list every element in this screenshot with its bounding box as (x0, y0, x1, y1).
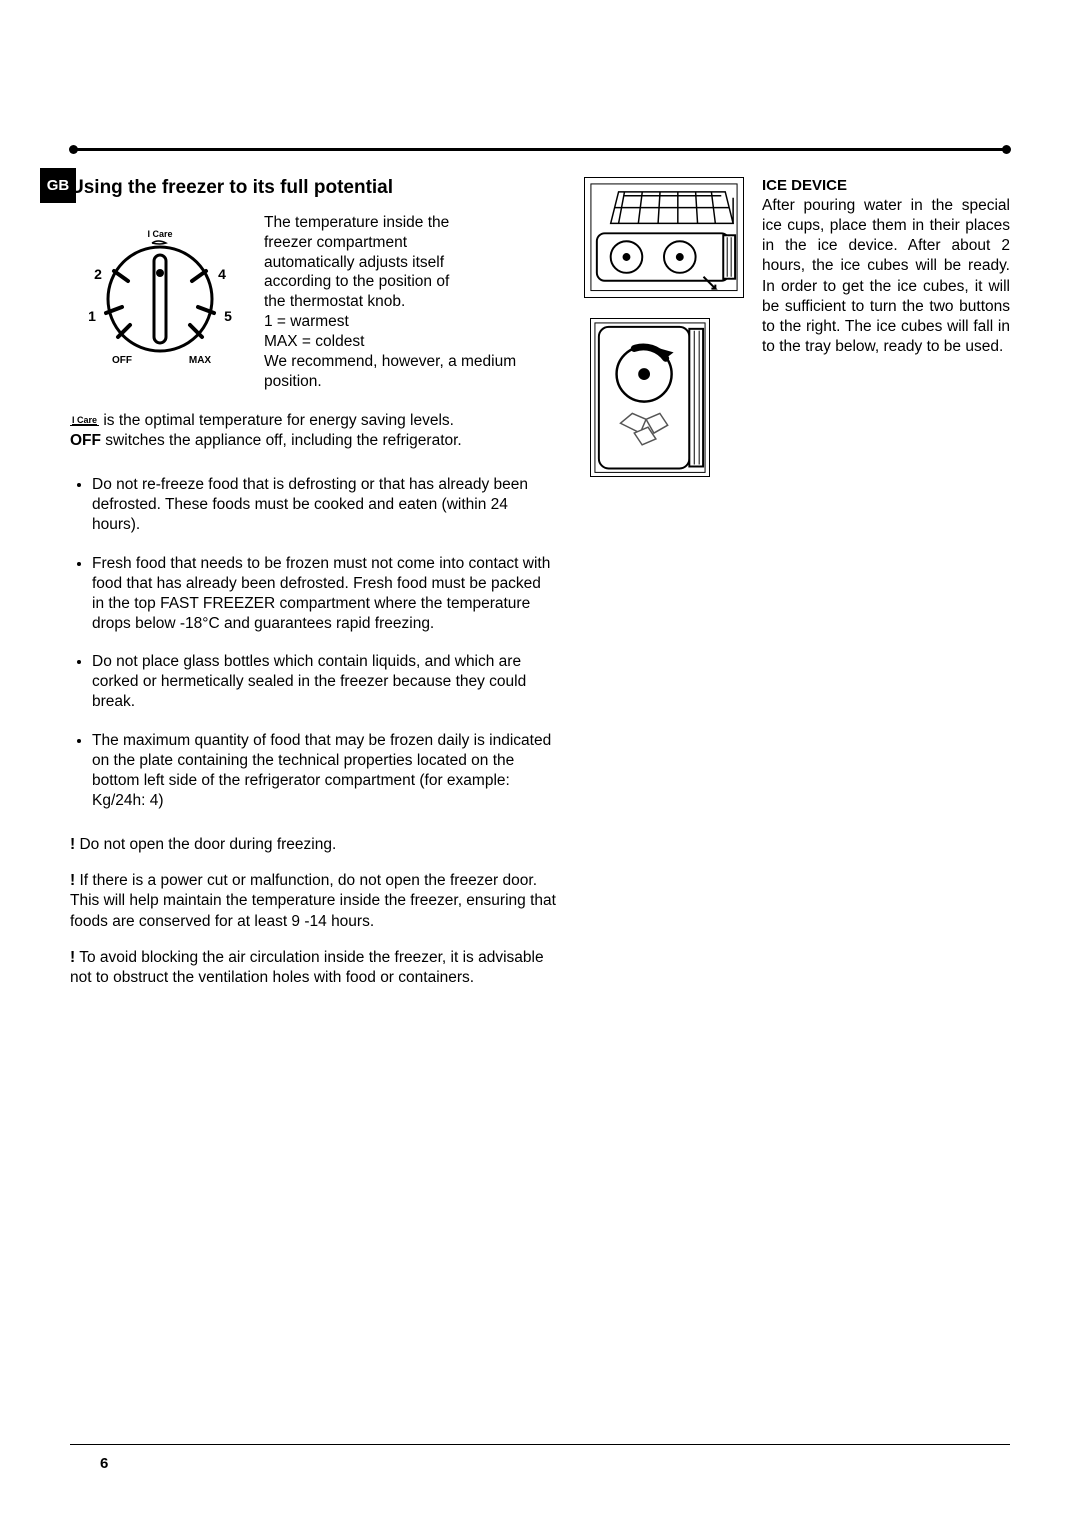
top-rule-divider (70, 148, 1010, 151)
page-body: GB Using the freezer to its full potenti… (70, 148, 1010, 1468)
content-columns: Using the freezer to its full potential (70, 177, 1010, 1004)
ice-device-body: After pouring water in the special ice c… (762, 196, 1010, 357)
knob-description: The temperature inside the freezer compa… (264, 213, 556, 391)
svg-text:4: 4 (218, 266, 226, 282)
icare-label: I Care (147, 229, 172, 239)
icare-icon: I Care (70, 415, 99, 426)
list-item: Do not place glass bottles which contain… (92, 652, 556, 712)
section-heading: Using the freezer to its full potential (70, 177, 556, 199)
warning-1-text: Do not open the door during freezing. (79, 836, 336, 853)
kd-l1: The temperature inside the (264, 214, 449, 231)
warning-2: ! If there is a power cut or malfunction… (70, 871, 556, 931)
knob-row: I Care 2 4 1 5 OFF MAX The temperature i… (70, 213, 556, 391)
setting-max-rest: = coldest (298, 333, 365, 350)
page-number: 6 (100, 1455, 1010, 1472)
ice-device-diagram-tray (584, 177, 744, 298)
optimal-off-para: I Care is the optimal temperature for en… (70, 411, 556, 451)
warning-1: ! Do not open the door during freezing. (70, 835, 556, 855)
ice-device-heading: ICE DEVICE (762, 177, 1010, 194)
warning-2-text: If there is a power cut or malfunction, … (70, 872, 556, 929)
ice-device-diagram-knob (590, 318, 710, 477)
optimal-line: is the optimal temperature for energy sa… (99, 412, 454, 429)
ice-device-diagrams (584, 177, 744, 1004)
page-footer: 6 (70, 1444, 1010, 1472)
left-column: Using the freezer to its full potential (70, 177, 556, 1004)
warning-3-text: To avoid blocking the air circulation in… (70, 949, 544, 986)
list-item: Do not re-freeze food that is defrosting… (92, 475, 556, 535)
off-bold: OFF (70, 432, 101, 449)
right-column: ICE DEVICE After pouring water in the sp… (584, 177, 1010, 1004)
language-tab: GB (40, 168, 76, 203)
list-item: The maximum quantity of food that may be… (92, 731, 556, 812)
svg-text:OFF: OFF (112, 355, 132, 366)
setting-1-rest: = warmest (273, 313, 349, 330)
kd-l5: the thermostat knob. (264, 293, 405, 310)
svg-text:1: 1 (88, 308, 96, 324)
setting-1-bold: 1 (264, 313, 273, 330)
svg-text:5: 5 (224, 308, 232, 324)
ice-device-text: ICE DEVICE After pouring water in the sp… (762, 177, 1010, 1004)
off-line: switches the appliance off, including th… (101, 432, 462, 449)
kd-l2: freezer compartment (264, 234, 407, 251)
svg-text:2: 2 (94, 266, 102, 282)
kd-l4: according to the position of (264, 273, 449, 290)
svg-text:MAX: MAX (189, 355, 212, 366)
warning-3: ! To avoid blocking the air circulation … (70, 948, 556, 988)
setting-max-bold: MAX (264, 333, 298, 350)
bullet-list: Do not re-freeze food that is defrosting… (70, 475, 556, 811)
list-item: Fresh food that needs to be frozen must … (92, 554, 556, 635)
thermostat-knob-diagram: I Care 2 4 1 5 OFF MAX (70, 213, 250, 373)
kd-l3: automatically adjusts itself (264, 254, 444, 271)
setting-rec: We recommend, however, a medium position… (264, 352, 556, 392)
